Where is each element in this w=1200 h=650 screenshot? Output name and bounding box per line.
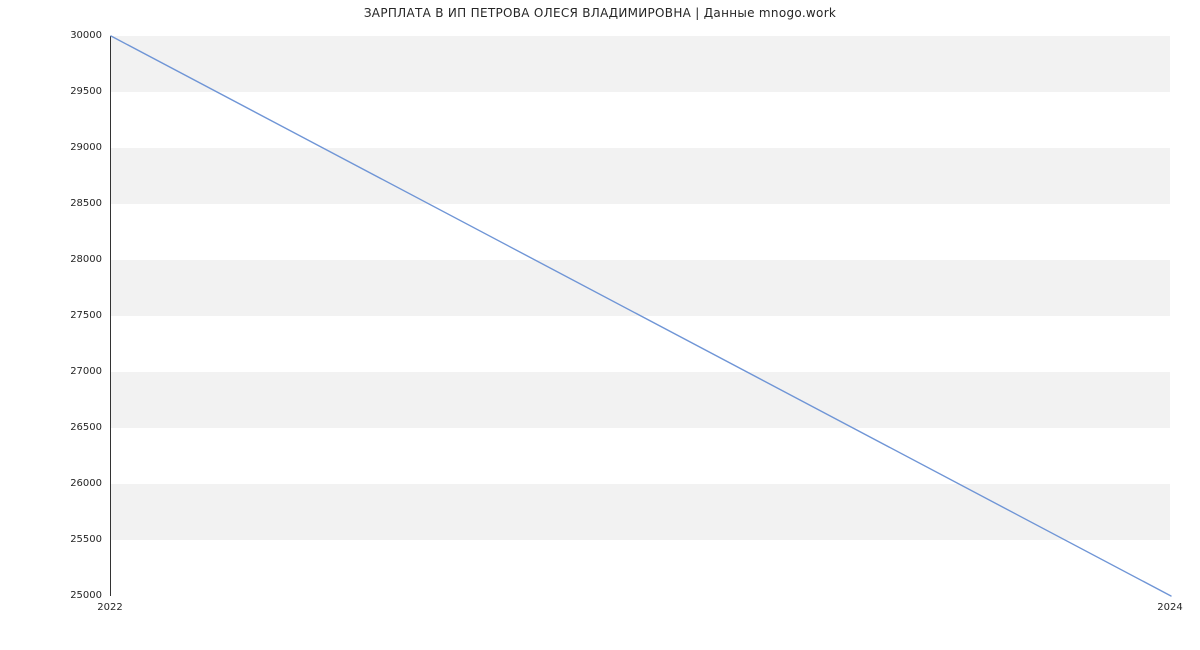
y-tick-label: 28000 bbox=[2, 254, 102, 265]
y-tick-label: 29000 bbox=[2, 142, 102, 153]
salary-line-chart: ЗАРПЛАТА В ИП ПЕТРОВА ОЛЕСЯ ВЛАДИМИРОВНА… bbox=[0, 0, 1200, 650]
x-tick-label: 2024 bbox=[1140, 602, 1200, 613]
y-tick-label: 25000 bbox=[2, 590, 102, 601]
y-tick-label: 28500 bbox=[2, 198, 102, 209]
chart-title: ЗАРПЛАТА В ИП ПЕТРОВА ОЛЕСЯ ВЛАДИМИРОВНА… bbox=[0, 6, 1200, 20]
y-tick-label: 26000 bbox=[2, 478, 102, 489]
series-salary bbox=[111, 36, 1171, 596]
y-tick-label: 25500 bbox=[2, 534, 102, 545]
plot-area bbox=[110, 36, 1170, 596]
y-tick-label: 27000 bbox=[2, 366, 102, 377]
y-tick-label: 26500 bbox=[2, 422, 102, 433]
series-layer bbox=[111, 36, 1171, 596]
y-tick-label: 29500 bbox=[2, 86, 102, 97]
y-tick-label: 30000 bbox=[2, 30, 102, 41]
y-tick-label: 27500 bbox=[2, 310, 102, 321]
x-tick-label: 2022 bbox=[80, 602, 140, 613]
